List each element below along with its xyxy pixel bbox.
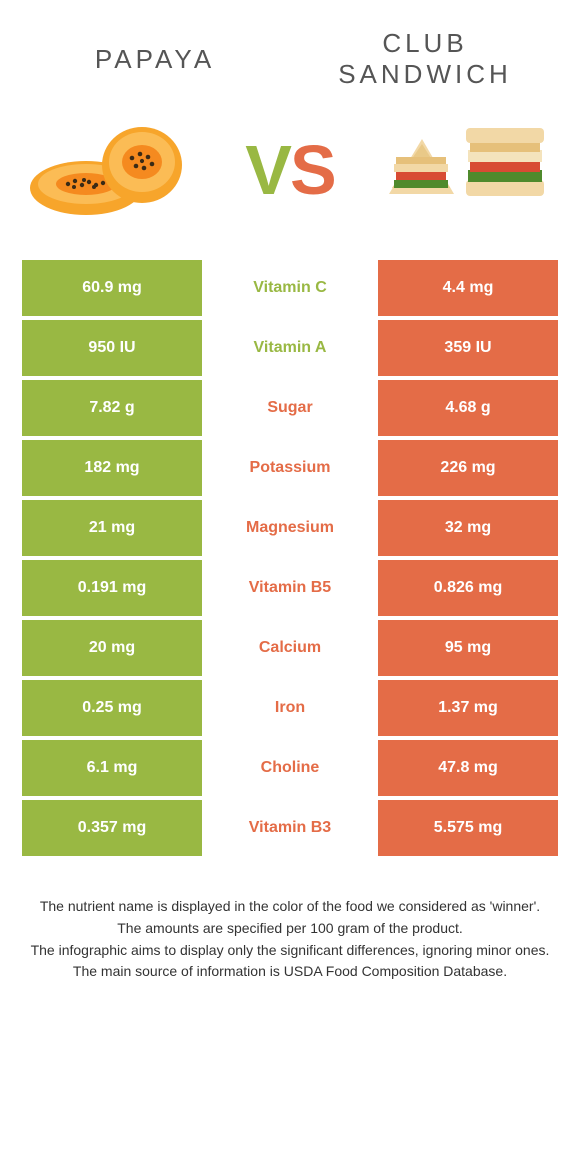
footer-line: The nutrient name is displayed in the co… [28,896,552,918]
nutrient-name: Choline [202,740,378,796]
vs-label: VS [245,130,334,210]
nutrient-name: Potassium [202,440,378,496]
value-right: 359 IU [378,320,558,376]
table-row: 60.9 mgVitamin C4.4 mg [22,260,558,316]
hero-row: VS [0,100,580,260]
table-row: 950 IUVitamin A359 IU [22,320,558,376]
nutrient-name: Sugar [202,380,378,436]
header: PAPAYA CLUB SANDWICH [0,0,580,100]
value-left: 21 mg [22,500,202,556]
table-row: 0.357 mgVitamin B35.575 mg [22,800,558,856]
value-right: 0.826 mg [378,560,558,616]
footer-notes: The nutrient name is displayed in the co… [0,860,580,983]
value-left: 0.25 mg [22,680,202,736]
value-left: 0.191 mg [22,560,202,616]
header-title-left: PAPAYA [20,28,290,90]
nutrient-name: Vitamin C [202,260,378,316]
nutrient-name: Magnesium [202,500,378,556]
footer-line: The main source of information is USDA F… [28,961,552,983]
table-row: 21 mgMagnesium32 mg [22,500,558,556]
value-right: 47.8 mg [378,740,558,796]
value-right: 226 mg [378,440,558,496]
table-row: 6.1 mgCholine47.8 mg [22,740,558,796]
table-row: 7.82 gSugar4.68 g [22,380,558,436]
value-left: 950 IU [22,320,202,376]
value-left: 7.82 g [22,380,202,436]
value-right: 32 mg [378,500,558,556]
value-right: 1.37 mg [378,680,558,736]
club-sandwich-illustration [376,110,556,230]
nutrient-name: Vitamin B5 [202,560,378,616]
value-left: 182 mg [22,440,202,496]
value-left: 0.357 mg [22,800,202,856]
footer-line: The amounts are specified per 100 gram o… [28,918,552,940]
value-left: 60.9 mg [22,260,202,316]
table-row: 0.25 mgIron1.37 mg [22,680,558,736]
nutrient-name: Vitamin A [202,320,378,376]
vs-v: V [245,130,290,210]
table-row: 20 mgCalcium95 mg [22,620,558,676]
value-right: 5.575 mg [378,800,558,856]
value-left: 20 mg [22,620,202,676]
value-left: 6.1 mg [22,740,202,796]
value-right: 4.68 g [378,380,558,436]
nutrient-name: Iron [202,680,378,736]
table-row: 182 mgPotassium226 mg [22,440,558,496]
vs-s: S [290,130,335,210]
comparison-table: 60.9 mgVitamin C4.4 mg950 IUVitamin A359… [22,260,558,856]
papaya-illustration [24,110,204,230]
value-right: 95 mg [378,620,558,676]
nutrient-name: Calcium [202,620,378,676]
nutrient-name: Vitamin B3 [202,800,378,856]
header-title-right: CLUB SANDWICH [290,28,560,90]
value-right: 4.4 mg [378,260,558,316]
table-row: 0.191 mgVitamin B50.826 mg [22,560,558,616]
footer-line: The infographic aims to display only the… [28,940,552,962]
